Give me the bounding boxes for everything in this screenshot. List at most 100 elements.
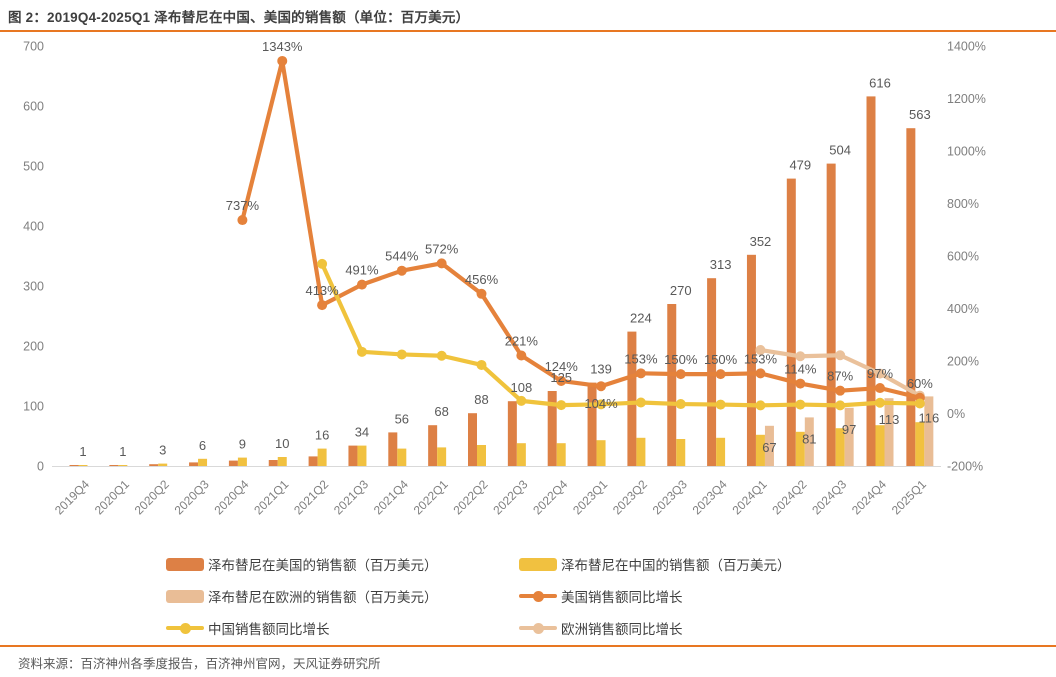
svg-text:313: 313 [710,257,732,272]
svg-text:-200%: -200% [947,460,983,474]
svg-text:504: 504 [829,143,851,158]
svg-text:153%: 153% [624,351,658,366]
svg-text:2022Q4: 2022Q4 [530,477,570,517]
svg-text:56: 56 [395,411,409,426]
legend-item-us-sales: 泽布替尼在美国的销售额（百万美元） [166,548,438,580]
svg-text:16: 16 [315,428,329,443]
svg-text:100: 100 [23,400,44,414]
svg-text:0%: 0% [947,407,965,421]
svg-text:400%: 400% [947,302,979,316]
svg-text:2025Q1: 2025Q1 [889,477,929,517]
svg-text:2023Q4: 2023Q4 [690,477,730,517]
figure-title: 图 2：2019Q4-2025Q1 泽布替尼在中国、美国的销售额（单位：百万美元… [8,10,470,25]
footer-divider [0,645,1056,647]
source-note: 资料来源：百济神州各季度报告，百济神州官网，天风证券研究所 [18,657,381,671]
svg-text:2022Q2: 2022Q2 [451,477,491,517]
svg-text:2024Q4: 2024Q4 [849,477,889,517]
svg-text:104%: 104% [584,396,618,411]
svg-text:2020Q2: 2020Q2 [132,477,172,517]
svg-text:200: 200 [23,340,44,354]
svg-text:2024Q3: 2024Q3 [809,477,849,517]
svg-text:87%: 87% [827,369,853,384]
legend-label: 泽布替尼在美国的销售额（百万美元） [208,558,438,573]
svg-text:1200%: 1200% [947,92,986,106]
svg-text:108: 108 [510,380,532,395]
svg-text:97%: 97% [867,366,893,381]
svg-text:479: 479 [789,158,811,173]
svg-text:34: 34 [355,425,369,440]
svg-text:67: 67 [762,440,776,455]
svg-text:153%: 153% [744,351,778,366]
legend-item-cn-growth: 中国销售额同比增长 [166,612,438,644]
svg-text:1400%: 1400% [947,40,986,54]
legend-item-eu-sales: 泽布替尼在欧洲的销售额（百万美元） [166,580,438,612]
svg-text:1: 1 [119,444,126,459]
svg-text:2023Q3: 2023Q3 [650,477,690,517]
svg-text:114%: 114% [784,362,817,377]
svg-text:2021Q3: 2021Q3 [331,477,371,517]
svg-text:456%: 456% [465,272,499,287]
sales-growth-chart: 0 100 200 300 400 500 600 700 -200% 0% 200% 400% 600… [23,39,986,517]
svg-text:97: 97 [842,422,856,437]
svg-text:1: 1 [79,444,86,459]
svg-text:221%: 221% [505,333,539,348]
svg-text:600%: 600% [947,250,979,264]
svg-text:270: 270 [670,283,692,298]
svg-text:300: 300 [23,280,44,294]
svg-text:125: 125 [550,370,572,385]
svg-text:2020Q4: 2020Q4 [211,477,251,517]
svg-text:0: 0 [37,460,44,474]
legend-column-left: 泽布替尼在美国的销售额（百万美元） 泽布替尼在欧洲的销售额（百万美元） 中国销售… [166,548,438,644]
cn-sales-bar-swatch [519,557,557,571]
legend-item-us-growth: 美国销售额同比增长 [519,580,791,612]
svg-text:113: 113 [879,412,900,427]
svg-text:413%: 413% [305,283,339,298]
svg-text:224: 224 [630,311,652,326]
legend-label: 泽布替尼在欧洲的销售额（百万美元） [208,590,438,605]
svg-text:2022Q3: 2022Q3 [490,477,530,517]
svg-text:150%: 150% [704,352,738,367]
title-divider [0,30,1056,32]
svg-text:2020Q3: 2020Q3 [172,477,212,517]
svg-text:6: 6 [199,438,206,453]
svg-text:200%: 200% [947,355,979,369]
svg-text:3: 3 [159,443,166,458]
svg-text:2023Q1: 2023Q1 [570,477,610,517]
svg-text:88: 88 [474,392,488,407]
svg-text:572%: 572% [425,241,459,256]
svg-text:2024Q1: 2024Q1 [729,477,769,517]
us-growth-line-swatch [519,590,557,602]
legend-column-right: 泽布替尼在中国的销售额（百万美元） 美国销售额同比增长 欧洲销售额同比增长 [519,548,791,644]
legend-label: 欧洲销售额同比增长 [561,622,683,637]
svg-text:124%: 124% [545,359,579,374]
legend-label: 泽布替尼在中国的销售额（百万美元） [561,558,791,573]
svg-text:800%: 800% [947,197,979,211]
svg-text:150%: 150% [664,352,698,367]
svg-text:491%: 491% [345,263,379,278]
legend-label: 美国销售额同比增长 [561,590,683,605]
chart-legend: 泽布替尼在美国的销售额（百万美元） 泽布替尼在欧洲的销售额（百万美元） 中国销售… [0,548,1056,644]
svg-text:400: 400 [23,220,44,234]
cn-growth-line-swatch [166,622,204,634]
svg-text:737%: 737% [226,198,260,213]
svg-text:2023Q2: 2023Q2 [610,477,650,517]
svg-text:2021Q2: 2021Q2 [291,477,331,517]
svg-text:9: 9 [239,437,246,452]
svg-text:600: 600 [23,100,44,114]
svg-text:2021Q4: 2021Q4 [371,477,411,517]
svg-text:563: 563 [909,107,931,122]
svg-text:500: 500 [23,160,44,174]
legend-item-cn-sales: 泽布替尼在中国的销售额（百万美元） [519,548,791,580]
svg-text:2021Q1: 2021Q1 [251,477,291,517]
eu-sales-bar-swatch [166,589,204,603]
svg-text:2024Q2: 2024Q2 [769,477,809,517]
svg-text:2020Q1: 2020Q1 [92,477,132,517]
svg-text:352: 352 [750,234,772,249]
legend-label: 中国销售额同比增长 [208,622,330,637]
svg-text:2022Q1: 2022Q1 [411,477,451,517]
svg-text:81: 81 [802,431,816,446]
svg-text:616: 616 [869,75,891,90]
svg-text:60%: 60% [907,376,933,391]
svg-text:116: 116 [918,410,939,425]
